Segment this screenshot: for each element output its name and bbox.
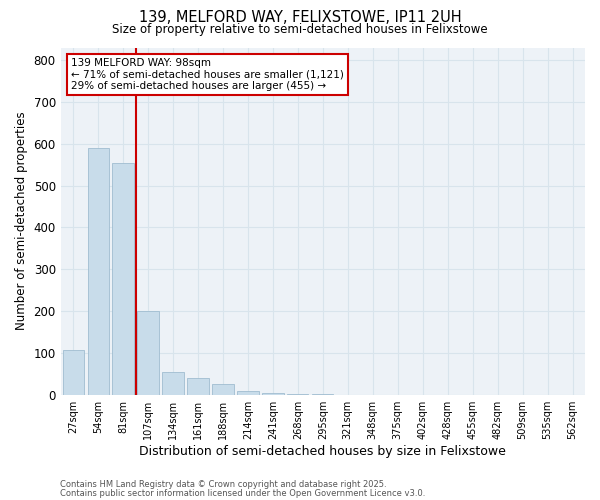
Bar — [88, 148, 109, 394]
Bar — [112, 162, 134, 394]
Text: 139 MELFORD WAY: 98sqm
← 71% of semi-detached houses are smaller (1,121)
29% of : 139 MELFORD WAY: 98sqm ← 71% of semi-det… — [71, 58, 344, 91]
Bar — [62, 350, 84, 395]
Bar — [187, 378, 209, 394]
Bar — [212, 384, 233, 394]
Bar — [238, 390, 259, 394]
Text: Size of property relative to semi-detached houses in Felixstowe: Size of property relative to semi-detach… — [112, 22, 488, 36]
Y-axis label: Number of semi-detached properties: Number of semi-detached properties — [15, 112, 28, 330]
Bar — [137, 311, 158, 394]
Bar — [262, 392, 284, 394]
Bar — [163, 372, 184, 394]
Text: 139, MELFORD WAY, FELIXSTOWE, IP11 2UH: 139, MELFORD WAY, FELIXSTOWE, IP11 2UH — [139, 10, 461, 25]
Text: Contains public sector information licensed under the Open Government Licence v3: Contains public sector information licen… — [60, 488, 425, 498]
Text: Contains HM Land Registry data © Crown copyright and database right 2025.: Contains HM Land Registry data © Crown c… — [60, 480, 386, 489]
X-axis label: Distribution of semi-detached houses by size in Felixstowe: Distribution of semi-detached houses by … — [139, 444, 506, 458]
